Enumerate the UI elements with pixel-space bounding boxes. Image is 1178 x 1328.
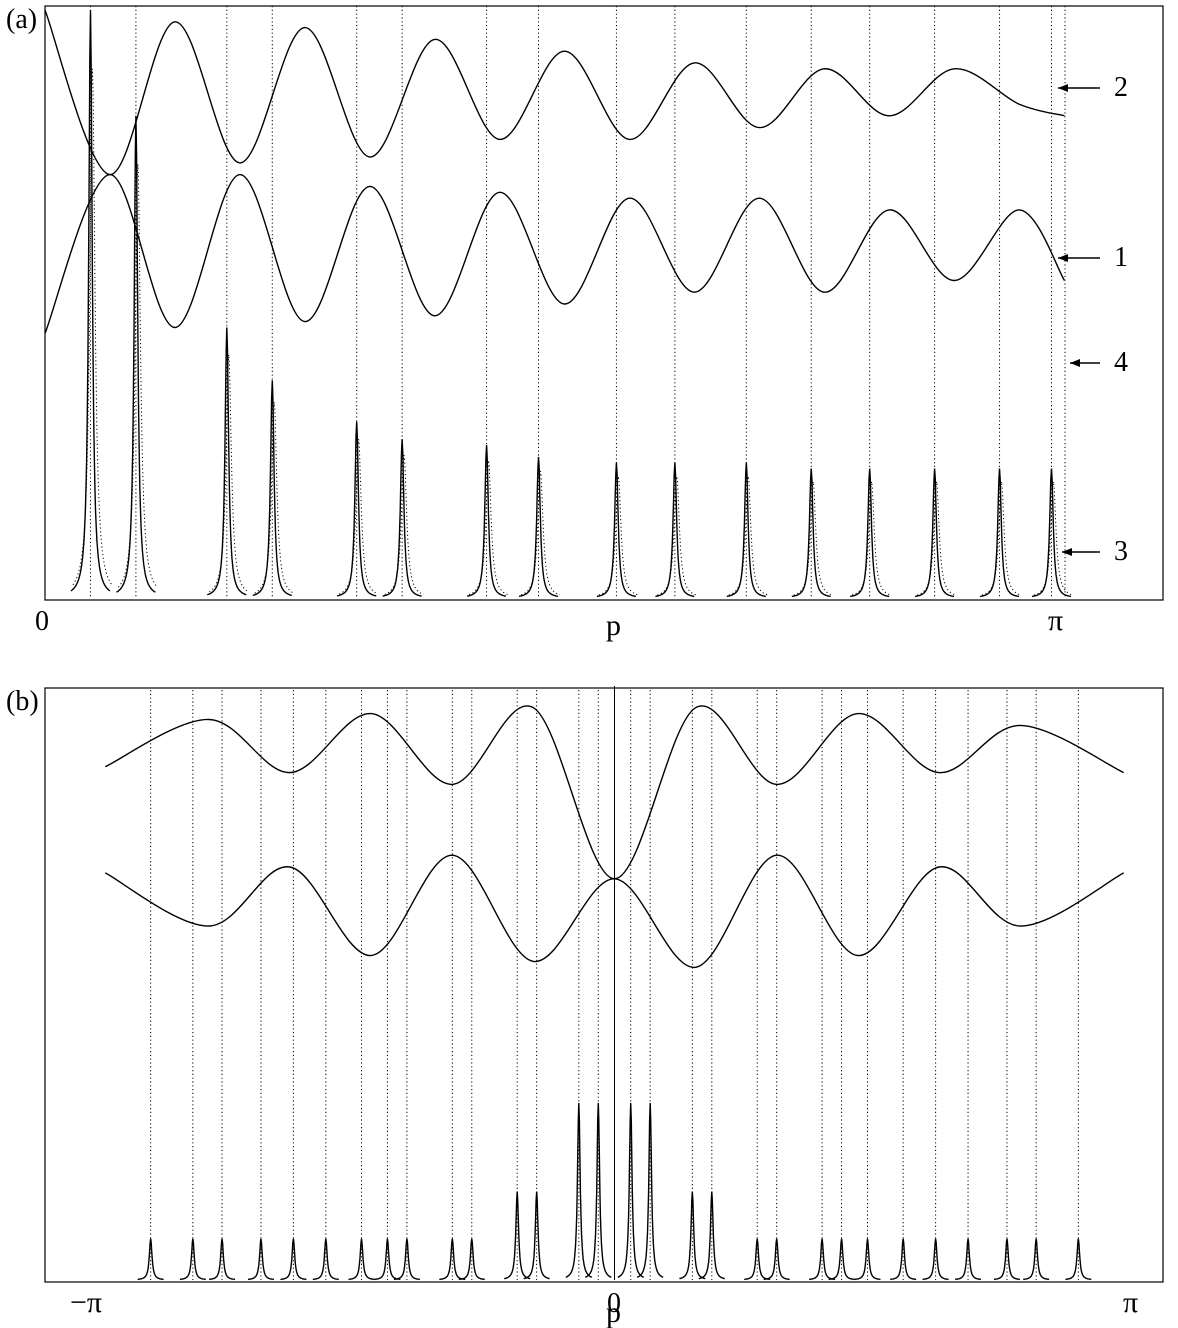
panel-b-peak-28 xyxy=(1023,1238,1050,1281)
panel-a-peak-dotted-5 xyxy=(384,455,424,595)
panel-b-peak-16 xyxy=(636,1102,664,1278)
panel-b-peak-3 xyxy=(247,1238,275,1281)
panel-b-peak-17 xyxy=(679,1191,706,1280)
panel-a-peak-11 xyxy=(791,468,831,598)
arrow-label-3-text: 3 xyxy=(1114,536,1128,567)
panel-a-peak-10 xyxy=(726,462,766,598)
panel-a-peak-2 xyxy=(207,327,247,596)
panel-a-peak-dotted-1 xyxy=(117,164,158,588)
panel-b-peak-20 xyxy=(763,1238,790,1281)
panel-a-series-1 xyxy=(44,173,1066,334)
panel-b-peak-4 xyxy=(280,1238,307,1281)
panel-b-peak-8 xyxy=(393,1238,421,1281)
arrow-label-1-text: 1 xyxy=(1114,242,1128,273)
panel-b-peak-10 xyxy=(458,1238,485,1281)
panel-a-peak-5 xyxy=(382,439,422,597)
panel-a-peak-3 xyxy=(252,380,292,597)
panel-b-peak-18 xyxy=(698,1191,725,1280)
panel-b-peak-7 xyxy=(374,1238,401,1281)
panel-a-label: (a) xyxy=(6,4,37,35)
panel-a-peak-1 xyxy=(116,115,156,593)
panel-b-peak-2 xyxy=(208,1238,236,1281)
panel-b-peak-12 xyxy=(523,1191,550,1280)
panel-b-peak-1 xyxy=(179,1238,206,1281)
panel-a-peak-6 xyxy=(466,445,507,597)
panel-a-peak-9 xyxy=(655,462,695,598)
panel-b-xlabel: p xyxy=(606,1296,621,1328)
panel-b-tick-minus-pi: −π xyxy=(70,1286,102,1319)
panel-b-peak-27 xyxy=(993,1238,1021,1281)
panel-b-peak-6 xyxy=(348,1238,375,1281)
panel-b-peak-0 xyxy=(137,1238,164,1281)
panel-b-series-1 xyxy=(104,854,1125,969)
panel-a-frame xyxy=(44,5,1164,601)
panel-a-peak-13 xyxy=(914,468,955,598)
panel-b-peak-5 xyxy=(312,1238,339,1281)
panel-a-peak-14 xyxy=(979,468,1020,598)
arrow-label-2: 2 xyxy=(1058,72,1128,103)
arrow-label-2-text: 2 xyxy=(1114,72,1128,103)
arrow-label-3: 3 xyxy=(1062,536,1128,567)
panel-b-tick-pi: π xyxy=(1123,1286,1138,1319)
panel-b-plot xyxy=(104,686,1125,1281)
panel-b-peak-9 xyxy=(439,1238,466,1281)
panel-a-tick-pi: π xyxy=(1048,604,1063,637)
panel-b-peak-13 xyxy=(565,1102,593,1278)
arrow-label-4-text: 4 xyxy=(1114,347,1128,378)
panel-b-peak-24 xyxy=(890,1238,917,1281)
arrow-label-4: 4 xyxy=(1070,347,1128,378)
panel-b-peak-26 xyxy=(954,1238,982,1281)
panel-a-peak-dotted-7 xyxy=(520,470,561,596)
panel-a-series-2 xyxy=(44,9,1065,176)
panel-a-plot xyxy=(44,6,1074,598)
panel-b-peak-19 xyxy=(744,1238,771,1281)
panel-b-peak-14 xyxy=(584,1102,612,1278)
panel-a-xlabel: p xyxy=(606,609,621,642)
panel-b-peak-21 xyxy=(808,1238,836,1281)
arrow-label-1: 1 xyxy=(1058,242,1128,273)
panel-a-peak-12 xyxy=(849,468,890,598)
panel-b-peak-11 xyxy=(504,1191,531,1280)
panel-b-peak-22 xyxy=(828,1238,855,1281)
panel-a-peak-dotted-6 xyxy=(468,460,509,596)
panel-b-peak-29 xyxy=(1065,1238,1092,1281)
panel-a-peak-8 xyxy=(596,462,637,598)
panel-a-peak-dotted-0 xyxy=(72,68,113,586)
panel-a-peak-7 xyxy=(518,456,559,597)
panel-b-peak-15 xyxy=(617,1102,645,1278)
panel-b-peak-23 xyxy=(854,1238,881,1281)
panel-a-peak-dotted-2 xyxy=(209,354,249,593)
panel-b-frame xyxy=(44,687,1164,1283)
panel-a-peak-15 xyxy=(1031,468,1072,598)
panel-a-tick-0: 0 xyxy=(35,606,49,637)
panel-b-label: (b) xyxy=(6,686,39,717)
panel-a-peak-4 xyxy=(337,421,377,597)
panel-b-peak-25 xyxy=(922,1238,949,1281)
panel-a-peak-dotted-4 xyxy=(339,439,379,595)
panel-a-peak-0 xyxy=(70,9,111,592)
panel-b-tick-0: 0 xyxy=(607,1288,621,1319)
